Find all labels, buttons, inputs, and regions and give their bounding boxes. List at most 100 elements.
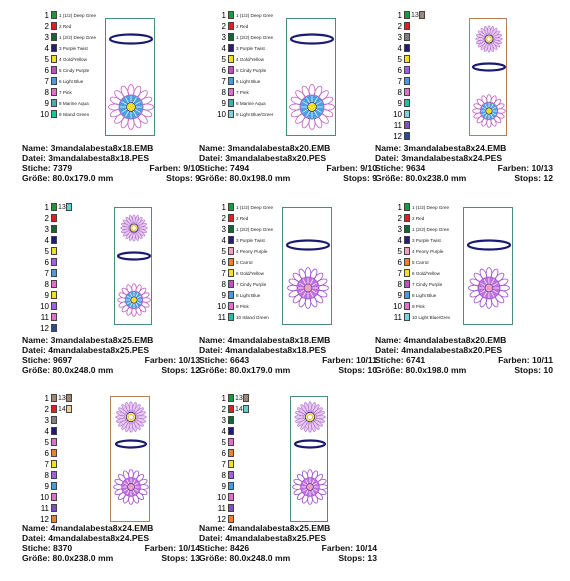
thread-color-swatch [404,44,410,52]
stop-number: 11 [393,121,402,130]
thread-color-swatch [51,110,57,118]
design-preview[interactable] [282,207,332,325]
color-stop-row: 12 [22,514,142,525]
design-preview[interactable] [286,18,336,136]
color-stop-row: 1 1 (1/2) Deep Gree [199,10,319,21]
color-stop-row: 7 [375,76,495,87]
stop-number: 3 [397,225,402,234]
thread-name: 2 Red [236,216,249,221]
color-stop-row: 9 8 Light Blue [199,290,319,301]
design-preview-art [466,239,512,309]
thread-color-swatch [228,405,234,413]
color-stop-row: 12 [22,323,142,334]
thread-color-swatch-secondary [66,405,72,413]
stop-number: 9 [397,291,402,300]
design-size: Größe: 80.0x248.0 mm [22,365,114,375]
thread-color-swatch [228,280,234,288]
thread-color-swatch [51,11,57,19]
thread-color-swatch [404,121,410,129]
thread-color-swatch-secondary [243,405,249,413]
info-line: Datei: 3mandalabesta8x20.PES [199,153,377,163]
thread-name: 1 (2/2) Deep Gree [59,35,97,40]
stop-count: Stops: 10 [338,365,377,375]
info-line: Stiche: 7379 Farben: 9/10 [22,163,200,173]
thread-color-swatch [51,214,57,222]
stop-number: 5 [44,247,49,256]
stop-number: 5 [44,55,49,64]
stop-number: 5 [221,55,226,64]
thread-color-swatch [228,504,234,512]
color-stop-row: 2 14 [22,404,142,415]
info-line: Größe: 80.0x179.0 mm Stops: 10 [199,365,377,375]
design-file: Datei: 3mandalabesta8x18.PES [22,153,150,163]
design-size: Größe: 80.0x238.0 mm [22,553,114,563]
stop-number: 8 [397,280,402,289]
thread-name: 4 Gold/Yellow [59,57,87,62]
color-count: Farben: 9/10 [326,163,377,173]
thread-color-swatch [404,258,410,266]
color-stop-row: 6 [22,257,142,268]
thread-color-swatch [404,11,410,19]
stop-number: 6 [397,258,402,267]
thread-color-swatch [51,471,57,479]
thread-name: 8 Marine Aqua [59,101,89,106]
design-preview-art [471,25,507,128]
color-count: Farben: 10/11 [498,355,553,365]
color-stop-row: 6 [375,65,495,76]
thread-color-swatch [404,110,410,118]
thread-color-swatch [51,515,57,523]
thread-color-swatch [51,55,57,63]
stop-number: 1 [44,203,49,212]
color-stop-row: 2 2 Red [22,21,142,32]
design-preview[interactable] [463,207,513,325]
thread-color-swatch [228,416,234,424]
stop-number: 2 [44,22,49,31]
info-line: Größe: 80.0x248.0 mm Stops: 12 [22,365,200,375]
color-stop-row: 5 4 Peony Purple [375,246,495,257]
thread-color-swatch [404,280,410,288]
stop-number: 1 [221,11,226,20]
thread-color-swatch [228,438,234,446]
design-preview[interactable] [114,207,152,325]
design-preview[interactable] [105,18,155,136]
thread-color-swatch [228,33,234,41]
design-file: Datei: 3mandalabesta8x24.PES [375,153,503,163]
design-preview[interactable] [110,396,150,522]
color-stop-row: 2 [375,21,495,32]
color-stop-row: 5 4 Gold/Yellow [199,54,319,65]
design-preview[interactable] [290,396,328,522]
stop-number: 4 [221,236,226,245]
color-stop-row: 5 [22,437,142,448]
color-stop-row: 4 [375,43,495,54]
thread-color-swatch [51,66,57,74]
color-stop-row: 11 [22,503,142,514]
color-stop-row: 11 [199,503,319,514]
thread-color-swatch [404,132,410,140]
color-stop-row: 5 [22,246,142,257]
thread-name: 5 Carrot [412,260,429,265]
thread-name: 6 Light Blue [236,79,261,84]
stop-number: 7 [397,77,402,86]
thread-color-swatch [404,66,410,74]
stop-count: Stops: 13 [161,553,200,563]
color-stop-row: 9 [22,481,142,492]
stop-number: 7 [397,269,402,278]
color-stop-row: 6 [199,448,319,459]
color-stop-row: 7 6 Gold/Yellow [199,268,319,279]
stop-number: 9 [221,291,226,300]
stop-number: 4 [221,44,226,53]
design-preview[interactable] [469,18,507,136]
stop-number: 7 [44,460,49,469]
color-stop-row: 7 6 Light Blue [22,76,142,87]
thread-color-swatch [404,203,410,211]
thread-color-swatch [51,88,57,96]
stop-number: 10 [40,302,49,311]
thread-color-swatch [51,269,57,277]
design-name: Name: 4mandalabesta8x20.EMB [375,335,507,345]
thread-name: 10 Island Green [236,315,269,320]
thread-color-swatch [228,482,234,490]
thread-name: 7 Pink [236,90,249,95]
design-card: 1 1 (1/2) Deep Gree 2 2 Red 3 1 (2/2) Deep Gr… [199,10,381,198]
stop-number: 2 [221,22,226,31]
stop-number: 12 [393,132,402,141]
